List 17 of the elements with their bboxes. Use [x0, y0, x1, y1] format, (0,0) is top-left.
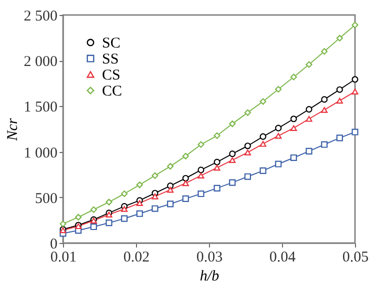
legend-label: CS — [102, 68, 120, 84]
y-tick-label: 1 500 — [24, 100, 58, 116]
legend-label: SS — [102, 52, 119, 68]
y-tick-label: 0 — [50, 236, 58, 252]
x-tick-label: 0.02 — [123, 250, 150, 266]
legend-label: CC — [102, 84, 122, 100]
x-tick-label: 0.04 — [269, 250, 296, 266]
legend-label: SC — [102, 36, 120, 52]
x-tick-label: 0.05 — [342, 250, 369, 266]
y-tick-label: 2 500 — [24, 8, 58, 24]
y-axis-title: Ncr — [4, 118, 21, 142]
x-tick-label: 0.03 — [196, 250, 223, 266]
y-tick-label: 2 000 — [24, 54, 58, 70]
y-tick-label: 1 000 — [24, 145, 58, 162]
y-tick-label: 500 — [35, 190, 58, 207]
x-tick-label: 0.01 — [50, 250, 77, 266]
x-axis-title: h/b — [200, 268, 220, 284]
